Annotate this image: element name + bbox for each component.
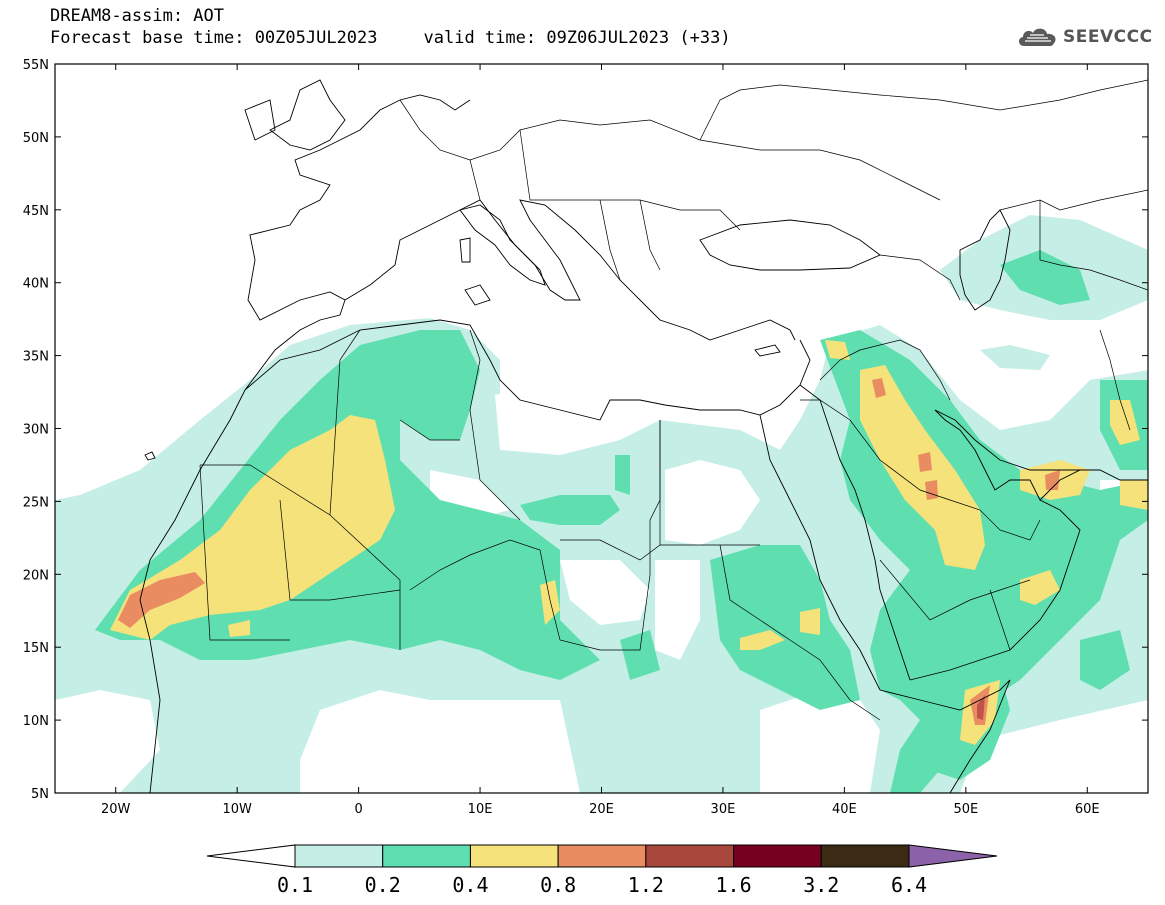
lat-tick-label: 25N (23, 495, 49, 510)
coastlines (139, 79, 1148, 793)
colorbar-max-arrow (908, 844, 998, 868)
colorbar-label: 0.1 (276, 873, 314, 897)
colorbar-segment (294, 844, 384, 868)
lat-tick-label: 30N (23, 423, 49, 438)
lat-tick-label: 20N (23, 568, 49, 583)
lon-tick-label: 20W (101, 802, 131, 817)
lat-tick-label: 45N (23, 204, 49, 219)
colorbar-label: 6.4 (890, 873, 928, 897)
lat-tick-label: 55N (23, 58, 49, 73)
country-borders (199, 79, 1148, 721)
map-title: DREAM8-assim: AOT (50, 6, 224, 26)
lon-tick-label: 10W (222, 802, 252, 817)
lon-tick-label: 40E (832, 802, 857, 817)
map-subtitle: Forecast base time: 00Z05JUL2023 valid ti… (50, 28, 731, 48)
colorbar-min-arrow (206, 844, 296, 868)
base-time: Forecast base time: 00Z05JUL2023 (50, 28, 378, 48)
colorbar-segment (645, 844, 735, 868)
colorbar (206, 844, 998, 868)
aot-below-threshold (55, 385, 1148, 793)
seevccc-logo: SEEVCCC (1016, 24, 1153, 50)
colorbar-label: 0.4 (452, 873, 489, 897)
colorbar-label: 3.2 (803, 873, 840, 897)
lon-tick-label: 60E (1075, 802, 1100, 817)
colorbar-label: 1.6 (715, 873, 752, 897)
lon-tick-label: 30E (711, 802, 736, 817)
latitude-axis: 55N 50N 45N 40N 35N 30N 25N 20N 15N 10N 5N (23, 58, 1148, 802)
colorbar-label: 0.2 (364, 873, 401, 897)
colorbar-segment (382, 844, 471, 868)
cloud-icon (1018, 28, 1056, 46)
colorbar-segment (557, 844, 647, 868)
valid-time: valid time: 09Z06JUL2023 (+33) (423, 28, 731, 48)
lat-tick-label: 50N (23, 131, 49, 146)
longitude-axis: 20W 10W 0 10E 20E 30E 40E 50E 60E (101, 64, 1100, 817)
logo-text: SEEVCCC (1063, 27, 1153, 47)
lon-tick-label: 50E (953, 802, 978, 817)
lon-tick-label: 0 (354, 802, 362, 817)
colorbar-label: 1.2 (627, 873, 664, 897)
lon-tick-label: 20E (589, 802, 614, 817)
colorbar-label: 0.8 (540, 873, 577, 897)
lat-tick-label: 10N (23, 714, 49, 729)
colorbar-segment (469, 844, 559, 868)
lat-tick-label: 5N (31, 787, 49, 802)
aot-level-1.2 (977, 695, 985, 720)
colorbar-segment (820, 844, 910, 868)
colorbar-segment (733, 844, 822, 868)
lat-tick-label: 35N (23, 350, 49, 365)
lon-tick-label: 10E (468, 802, 493, 817)
lat-tick-label: 40N (23, 277, 49, 292)
aot-shading (55, 215, 1148, 793)
lat-tick-label: 15N (23, 641, 49, 656)
